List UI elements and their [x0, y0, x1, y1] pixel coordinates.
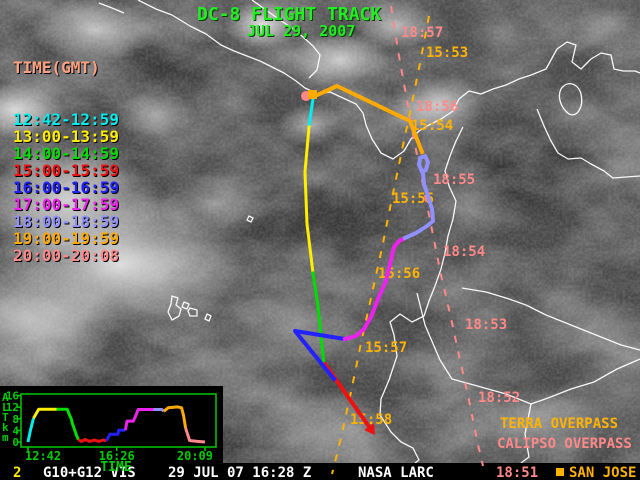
legend-entry: 15:00-15:59 [13, 161, 119, 180]
altitude-series-1300-1359 [32, 407, 57, 419]
altitude-series-1700-1759 [123, 408, 154, 431]
calipso-time: 18:51 [496, 465, 539, 480]
status-bar: 2 G10+G12 VIS 29 JUL 07 16:28 Z NASA LARC 18… [0, 463, 640, 480]
inset-ytick-label: 8 [12, 413, 19, 426]
inset-ylabel-char: L [2, 401, 9, 414]
legend-entry: 13:00-13:59 [13, 127, 119, 146]
agency-label: NASA LARC [358, 465, 434, 480]
flight-title: DC-8 FLIGHT TRACK [197, 4, 382, 25]
legend-entry: 18:00-18:59 [13, 212, 119, 231]
inset-xaxis-title: TIME [100, 460, 131, 475]
inset-ytick-label: 12 [6, 401, 19, 414]
inset-plot-frame [20, 393, 217, 448]
inset-ylabel-char: m [2, 431, 9, 444]
sensor-label: G10+G12 VIS [43, 465, 136, 480]
legend-entry: 12:42-12:59 [13, 110, 119, 129]
inset-xtick-label: 16:26 [99, 449, 135, 463]
legend-entry: 17:00-17:59 [13, 195, 119, 214]
page-title: DC-8 FLIGHT TRACK JUL 29, 2007 [197, 5, 381, 39]
altitude-series-1800-1859 [153, 408, 165, 413]
san-jose-legend-square-icon [556, 468, 564, 476]
altitude-series-2000-2008 [184, 427, 206, 444]
legend-entry: 16:00-16:59 [13, 178, 119, 197]
inset-ylabel-char: A [2, 391, 9, 404]
legend-entry: 14:00-14:59 [13, 144, 119, 163]
base-name: SAN JOSE [569, 465, 637, 480]
datetime-label: 29 JUL 07 16:28 Z [168, 465, 312, 480]
altitude-series-1500-1559 [77, 437, 107, 443]
altitude-series-1600-1659 [105, 428, 126, 442]
inset-ylabel-char: T [2, 411, 9, 424]
time-legend: TIME(GMT) 12:42-12:59 13:00-13:59 14:00-14… [13, 25, 119, 298]
inset-ytick-label: 0 [12, 436, 19, 449]
time-legend-entries: 12:42-12:59 13:00-13:59 14:00-14:59 15:00-1… [13, 111, 119, 264]
inset-xtick-label: 20:09 [177, 449, 213, 463]
altitude-series-1400-1459 [56, 407, 80, 441]
legend-entry: 19:00-19:59 [13, 229, 119, 248]
inset-ylabel-char: k [2, 421, 9, 434]
altitude-series-1242-1259 [26, 417, 35, 443]
inset-xtick-label: 12:42 [25, 449, 61, 463]
legend-entry: 20:00-20:08 [13, 246, 119, 265]
frame-number: 2 [13, 465, 22, 480]
inset-ytick-label: 16 [6, 390, 20, 403]
altitude-series-1900-1959 [162, 405, 188, 429]
inset-ytick-label: 4 [12, 424, 19, 437]
legend-header: TIME(GMT) [13, 58, 100, 77]
flight-date: JUL 29, 2007 [247, 22, 356, 40]
